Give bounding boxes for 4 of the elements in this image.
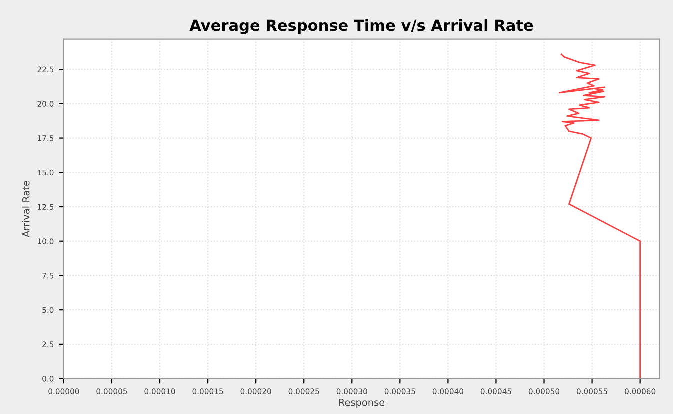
line-series — [558, 54, 642, 379]
chart-title: Average Response Time v/s Arrival Rate — [190, 19, 534, 34]
x-axis-title: Response — [339, 399, 385, 408]
y-axis-title: Arrival Rate — [22, 181, 30, 238]
